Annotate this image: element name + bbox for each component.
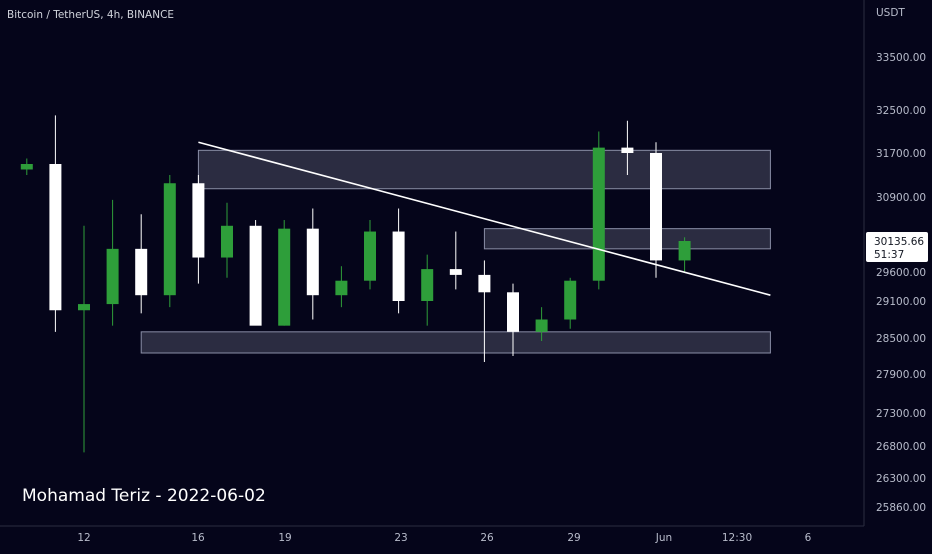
price-tick-label: 28500.00 [876, 333, 926, 345]
candle-body [392, 231, 405, 301]
candle-body [478, 274, 491, 293]
price-tick-label: 30900.00 [876, 192, 926, 204]
descending-trendline [198, 141, 771, 296]
time-tick-label: 26 [480, 532, 494, 544]
price-tick-label: 27900.00 [876, 369, 926, 381]
time-tick-label: 12 [77, 532, 90, 544]
candle-body [221, 225, 233, 258]
time-tick-labels: 12 16 19 23 26 29 Jun 12:30 6 [77, 532, 811, 544]
time-tick-label: Jun [655, 532, 672, 544]
time-tick-label: 19 [278, 532, 291, 544]
price-tick-label: 29600.00 [876, 267, 926, 279]
price-tick-label: 29100.00 [876, 296, 926, 308]
bar-countdown: 51:37 [874, 249, 904, 261]
time-tick-label: 23 [394, 532, 407, 544]
trendline-layer [198, 141, 771, 296]
author-watermark: Mohamad Teriz - 2022-06-02 [22, 486, 266, 506]
last-price-value: 30135.66 [874, 236, 924, 248]
candle-body [507, 292, 519, 332]
lower-support-zone [140, 331, 771, 354]
candle-body [592, 147, 605, 281]
time-tick-label: 6 [805, 532, 812, 544]
price-tick-label: 25860.00 [876, 502, 926, 514]
price-tick-label: 26300.00 [876, 473, 926, 485]
candle-body [135, 248, 148, 296]
price-tick-label: 31700.00 [876, 148, 926, 160]
candle-body [20, 164, 33, 170]
candle-body [335, 280, 348, 296]
candle-body [678, 241, 691, 261]
price-axis-unit: USDT [876, 7, 905, 19]
price-tick-labels: 33500.00 32500.00 31700.00 30900.00 29600.00… [876, 52, 926, 514]
candle-body [650, 153, 662, 261]
candle-body [449, 269, 462, 275]
price-axis[interactable]: USDT [863, 0, 905, 526]
price-tick-label: 26800.00 [876, 441, 926, 453]
last-price-badge: 30135.66 51:37 [866, 232, 928, 262]
candle-body [106, 248, 119, 305]
price-tick-label: 27300.00 [876, 408, 926, 420]
candle-body [421, 269, 434, 301]
candle-body [49, 164, 62, 311]
candle-body [278, 228, 291, 326]
time-tick-label: 29 [567, 532, 580, 544]
candle-body [78, 304, 90, 311]
price-tick-label: 33500.00 [876, 52, 926, 64]
time-tick-label: 16 [191, 532, 205, 544]
middle-zone [483, 228, 771, 250]
symbol-title: Bitcoin / TetherUS, 4h, BINANCE [7, 9, 174, 21]
zones-layer [140, 149, 771, 354]
candles-layer [20, 115, 691, 453]
candle-body [306, 228, 319, 296]
candle-body [535, 319, 548, 332]
time-tick-label: 12:30 [722, 532, 752, 544]
last-price-badge-bg [866, 232, 928, 262]
candle-body [163, 183, 176, 296]
candle-body [564, 280, 577, 320]
candle-body [192, 183, 205, 258]
candle-body [621, 147, 634, 153]
candle-body [364, 231, 376, 281]
candle-body [249, 225, 262, 326]
price-tick-label: 32500.00 [876, 105, 926, 117]
upper-resistance-zone [197, 149, 771, 190]
